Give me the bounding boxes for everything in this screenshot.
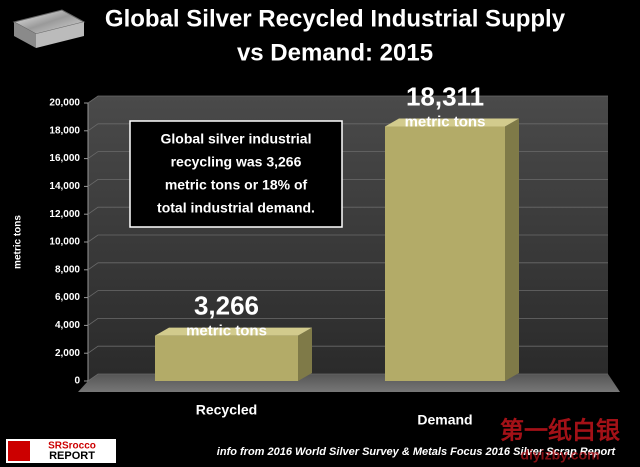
y-tick-label: 6,000 (55, 292, 80, 303)
y-tick-label: 8,000 (55, 264, 80, 275)
logo-text: REPORT (49, 450, 95, 462)
x-tick-label: Recycled (196, 402, 257, 418)
y-tick-label: 12,000 (49, 209, 80, 220)
silver-bar-icon (12, 9, 86, 48)
bar (155, 335, 298, 381)
bar-side (298, 327, 312, 381)
y-tick-label: 10,000 (49, 237, 80, 248)
y-tick-label: 18,000 (49, 125, 80, 136)
y-tick-label: 16,000 (49, 153, 80, 164)
bar-side (505, 118, 519, 381)
x-tick-label: Demand (417, 412, 472, 428)
watermark: diyizby.com (520, 447, 599, 463)
data-label-unit: metric tons (186, 323, 267, 340)
watermark: 第一纸白银 (500, 416, 621, 444)
y-tick-label: 2,000 (55, 348, 80, 359)
y-tick-label: 0 (74, 376, 80, 387)
y-axis-label: metric tons (13, 215, 24, 269)
annotation: total industrial demand. (157, 200, 315, 216)
y-tick-label: 20,000 (49, 98, 80, 109)
bar (385, 126, 505, 381)
data-label: 3,266 (194, 290, 259, 320)
y-tick-label: 4,000 (55, 320, 80, 331)
chart-title: vs Demand: 2015 (237, 39, 433, 66)
y-tick-label: 14,000 (49, 181, 80, 192)
annotation: Global silver industrial (161, 131, 312, 147)
source-note: info from 2016 World Silver Survey & Met… (217, 446, 617, 458)
bar-top (155, 327, 312, 336)
bar-top (385, 118, 519, 127)
logo-text: SRSrocco (48, 441, 96, 452)
data-label-unit: metric tons (405, 113, 486, 130)
logo: SRSrocco REPORT (6, 439, 116, 463)
plot: 0 2,000 4,000 6,000 8,000 10,000 12,000 14,000 1… (49, 81, 608, 428)
annotation: metric tons or 18% of (165, 177, 308, 193)
annotation: recycling was 3,266 (171, 154, 302, 170)
data-label: 18,311 (406, 81, 484, 111)
chart-title: Global Silver Recycled Industrial Supply (105, 5, 566, 32)
grid-line (87, 95, 608, 104)
annotation-box: Global silver industrial recycling was 3… (129, 120, 343, 228)
